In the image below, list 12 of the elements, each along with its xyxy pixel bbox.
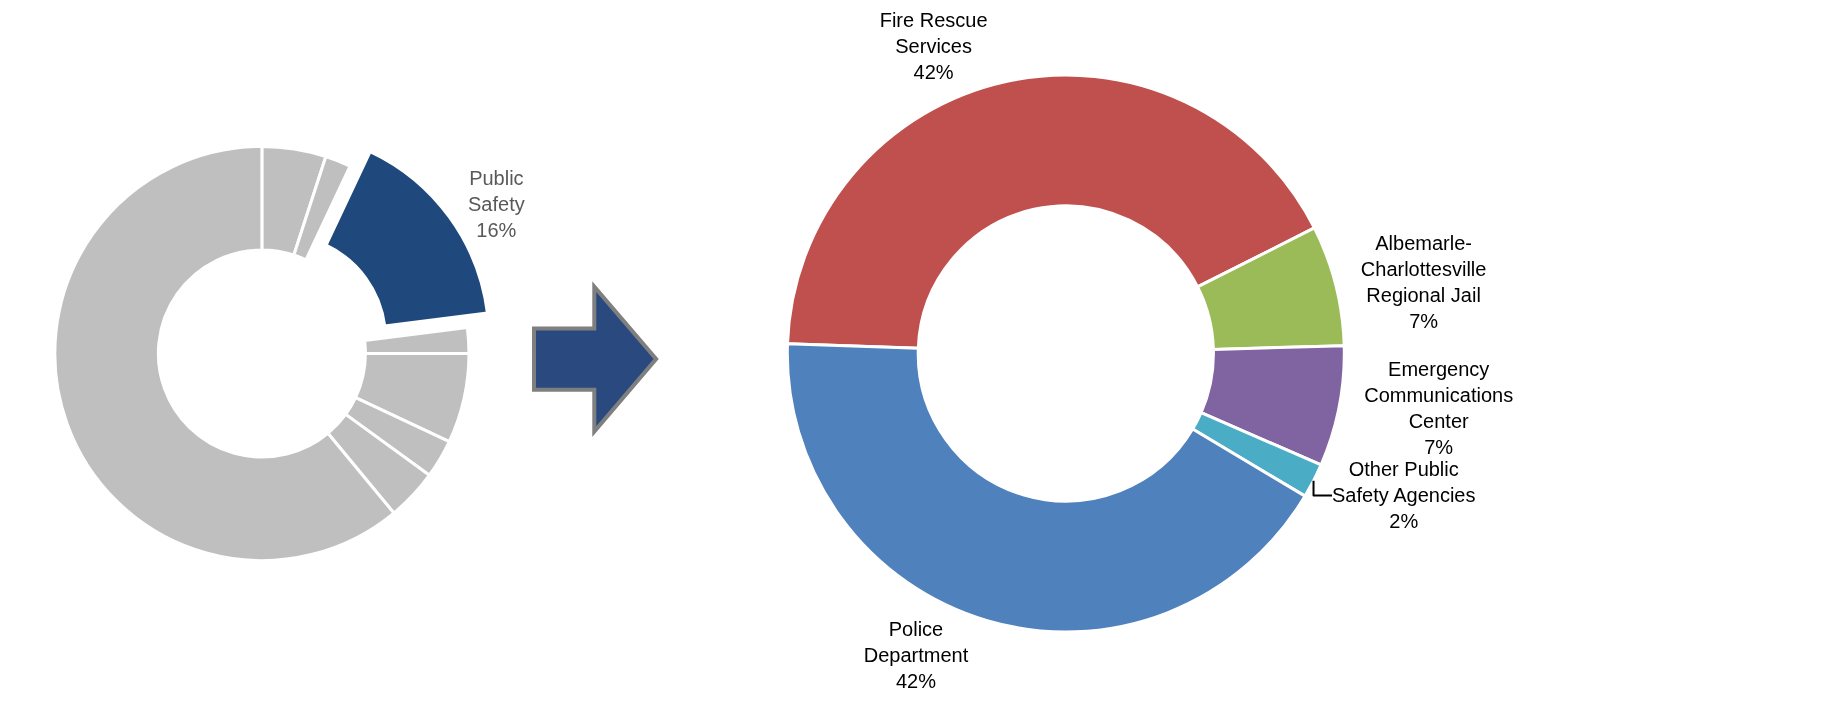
- slice-label: Police Department: [863, 617, 969, 666]
- slice-label: Emergency Communications Center: [1364, 358, 1514, 433]
- slice-label: Public Safety: [468, 167, 525, 216]
- data-label: 16%: [476, 219, 517, 242]
- slice-label: Fire Rescue Services: [879, 9, 988, 58]
- slice-label: Albemarle-Charlottesville Regional Jail: [1360, 232, 1487, 307]
- data-label: 7%: [1409, 310, 1439, 333]
- data-label: 2%: [1389, 510, 1419, 533]
- data-label: 7%: [1424, 436, 1454, 459]
- data-label: 42%: [895, 669, 937, 692]
- data-label: 42%: [913, 61, 954, 84]
- slice-label: Other Public Safety Agencies: [1332, 458, 1476, 507]
